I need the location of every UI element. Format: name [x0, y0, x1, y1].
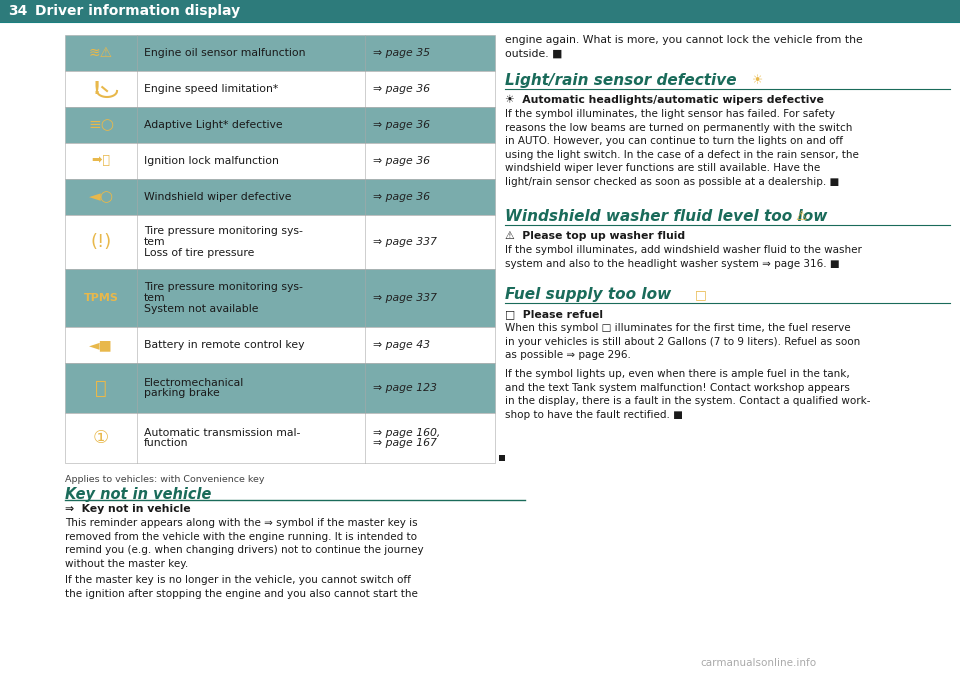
Text: tem: tem — [144, 237, 166, 247]
Text: ⇒ page 36: ⇒ page 36 — [373, 156, 430, 166]
Text: Windshield wiper defective: Windshield wiper defective — [144, 192, 292, 202]
Text: Tire pressure monitoring sys-: Tire pressure monitoring sys- — [144, 282, 302, 292]
Text: TPMS: TPMS — [84, 293, 118, 303]
Text: (!): (!) — [90, 233, 111, 251]
Text: ⇒ page 36: ⇒ page 36 — [373, 84, 430, 94]
Text: carmanualsonline.info: carmanualsonline.info — [700, 658, 816, 668]
Text: ◄○: ◄○ — [88, 190, 113, 205]
Text: function: function — [144, 438, 188, 448]
Bar — [65, 413, 495, 463]
Bar — [65, 269, 495, 327]
Text: ⓟ: ⓟ — [95, 379, 107, 398]
Text: Applies to vehicles: with Convenience key: Applies to vehicles: with Convenience ke… — [65, 475, 265, 484]
Text: If the symbol illuminates, add windshield washer fluid to the washer
system and : If the symbol illuminates, add windshiel… — [505, 245, 862, 269]
Text: ⇒ page 36: ⇒ page 36 — [373, 120, 430, 130]
Text: Adaptive Light* defective: Adaptive Light* defective — [144, 120, 282, 130]
Text: Battery in remote control key: Battery in remote control key — [144, 340, 304, 350]
Bar — [0, 0, 960, 22]
Text: When this symbol □ illuminates for the first time, the fuel reserve
in your vehi: When this symbol □ illuminates for the f… — [505, 323, 860, 360]
Text: ≋⚠: ≋⚠ — [89, 46, 113, 60]
Text: If the symbol lights up, even when there is ample fuel in the tank,
and the text: If the symbol lights up, even when there… — [505, 369, 871, 420]
Bar — [65, 71, 495, 107]
Text: ⇒ page 167: ⇒ page 167 — [373, 438, 437, 448]
Text: ⇒ page 35: ⇒ page 35 — [373, 48, 430, 58]
Text: ◄■: ◄■ — [89, 338, 113, 352]
Text: ☀: ☀ — [752, 74, 763, 87]
Text: ⚠  Please top up washer fluid: ⚠ Please top up washer fluid — [505, 231, 685, 241]
Text: Automatic transmission mal-: Automatic transmission mal- — [144, 428, 300, 438]
Text: ⚠: ⚠ — [795, 210, 806, 223]
Text: If the symbol illuminates, the light sensor has failed. For safety
reasons the l: If the symbol illuminates, the light sen… — [505, 109, 859, 187]
Text: Electromechanical: Electromechanical — [144, 378, 244, 388]
Text: Tire pressure monitoring sys-: Tire pressure monitoring sys- — [144, 226, 302, 237]
Text: tem: tem — [144, 293, 166, 303]
Text: ☀  Automatic headlights/automatic wipers defective: ☀ Automatic headlights/automatic wipers … — [505, 95, 824, 105]
Bar — [65, 107, 495, 143]
Text: engine again. What is more, you cannot lock the vehicle from the
outside. ■: engine again. What is more, you cannot l… — [505, 35, 863, 58]
Text: Fuel supply too low: Fuel supply too low — [505, 287, 671, 302]
Bar — [499, 455, 505, 461]
Text: Driver information display: Driver information display — [35, 4, 240, 18]
Text: !: ! — [93, 80, 101, 98]
Text: ⇒ page 43: ⇒ page 43 — [373, 340, 430, 350]
Text: ≡○: ≡○ — [88, 118, 114, 133]
Text: Loss of tire pressure: Loss of tire pressure — [144, 248, 254, 258]
Text: ①: ① — [93, 429, 109, 447]
Text: 34: 34 — [8, 4, 28, 18]
Bar — [65, 215, 495, 269]
Text: If the master key is no longer in the vehicle, you cannot switch off
the ignitio: If the master key is no longer in the ve… — [65, 575, 418, 598]
Bar — [65, 179, 495, 215]
Text: ⇒ page 337: ⇒ page 337 — [373, 237, 437, 247]
Text: Key not in vehicle: Key not in vehicle — [65, 487, 211, 502]
Text: □  Please refuel: □ Please refuel — [505, 309, 603, 319]
Text: Ignition lock malfunction: Ignition lock malfunction — [144, 156, 278, 166]
Text: ⇒ page 337: ⇒ page 337 — [373, 293, 437, 303]
Text: System not available: System not available — [144, 303, 258, 313]
Text: Engine speed limitation*: Engine speed limitation* — [144, 84, 278, 94]
Bar — [65, 143, 495, 179]
Bar — [65, 363, 495, 413]
Text: parking brake: parking brake — [144, 388, 220, 398]
Text: ⇒ page 123: ⇒ page 123 — [373, 383, 437, 393]
Text: ⇒ page 160,: ⇒ page 160, — [373, 428, 441, 438]
Text: This reminder appears along with the ⇒ symbol if the master key is
removed from : This reminder appears along with the ⇒ s… — [65, 518, 423, 568]
Text: ⇒  Key not in vehicle: ⇒ Key not in vehicle — [65, 504, 191, 514]
Bar — [65, 327, 495, 363]
Text: □: □ — [695, 288, 707, 301]
Text: Windshield washer fluid level too low: Windshield washer fluid level too low — [505, 209, 828, 224]
Text: ⇒ page 36: ⇒ page 36 — [373, 192, 430, 202]
Text: Engine oil sensor malfunction: Engine oil sensor malfunction — [144, 48, 305, 58]
Bar — [65, 35, 495, 71]
Text: ➡️🔑: ➡️🔑 — [92, 154, 110, 167]
Text: Light/rain sensor defective: Light/rain sensor defective — [505, 73, 736, 88]
